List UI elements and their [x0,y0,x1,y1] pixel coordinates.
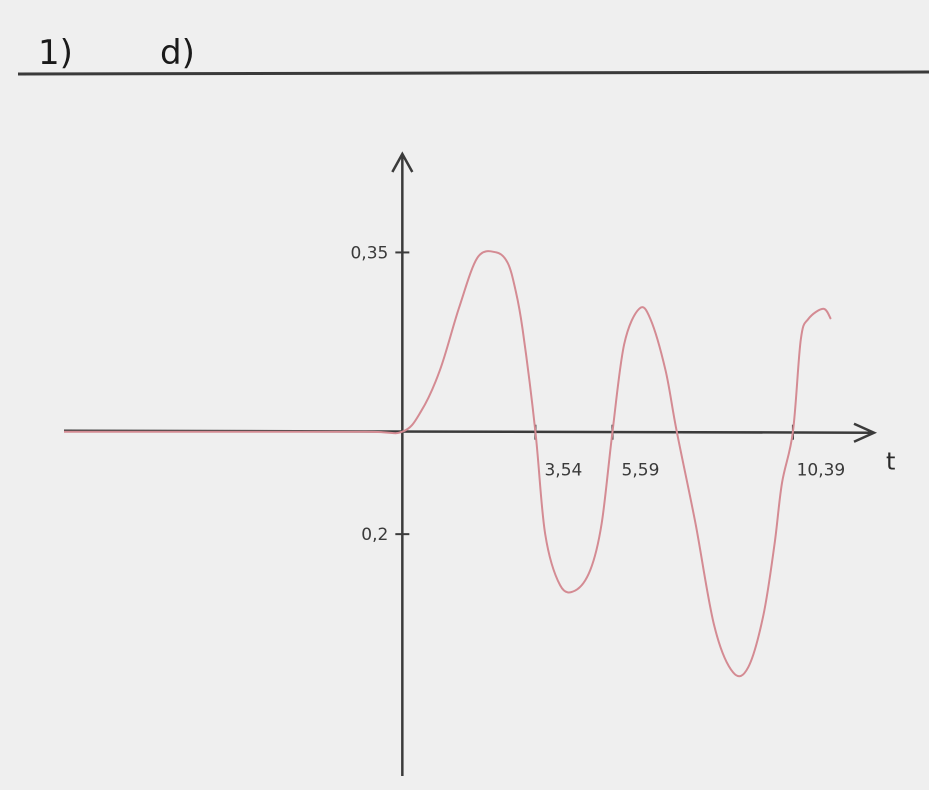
x-tick-label-3: 10,39 [797,461,846,481]
response-curve [64,250,832,678]
x-tick-label-2: 5,59 [622,461,660,481]
x-axis-arrow [853,422,878,443]
header-rule [17,70,929,76]
axis-ticks: 3,54 5,59 10,39 0,35 0,2 [350,243,845,545]
y-tick-label-2: 0,2 [361,525,388,545]
problem-number: 1) [38,33,73,73]
y-tick-label-1: 0,35 [350,243,388,263]
y-axis-arrow [391,151,414,173]
x-tick-label-1: 3,54 [544,461,582,481]
x-axis-label: t [886,448,895,476]
part-letter: d) [160,33,195,73]
